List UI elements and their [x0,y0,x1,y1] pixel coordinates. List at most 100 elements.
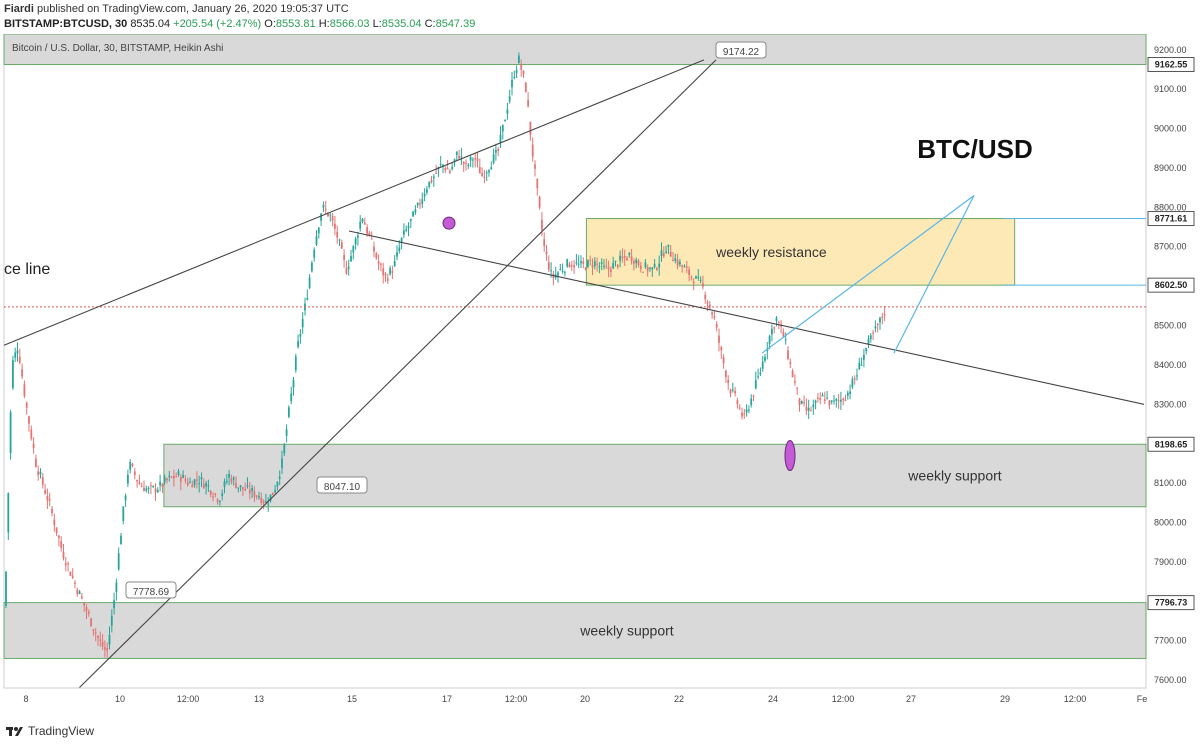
x-tick-13: 12:00 [1064,694,1087,704]
candle-body [460,156,463,158]
candle-body [106,648,109,651]
low-label: L: [372,18,382,30]
candle-body [527,100,529,107]
candle-body [819,397,822,400]
candle-body [382,268,385,276]
candle-body [414,209,417,213]
candle-body [347,266,350,269]
candle-body [129,462,132,470]
candle-body [584,268,587,270]
candle-body [237,487,240,489]
candle-body [472,159,474,161]
marker-ellipse [784,440,796,472]
open-value: 8553.81 [275,18,316,30]
callout-box-1[interactable] [316,476,368,494]
candle-body [515,70,518,74]
candle-body [140,486,143,488]
callout-label-0: 9174.22 [723,47,760,58]
price-tag-0 [1147,57,1195,73]
candle-body [189,481,191,483]
candle-body [626,258,628,261]
candle-body [101,641,104,647]
candle-body [173,476,175,479]
candle-body [136,480,138,482]
trendline-0[interactable] [3,59,705,346]
candle-body [646,267,649,272]
candle-body [67,563,69,565]
projection-line-1[interactable] [893,195,975,354]
chart-title: Bitcoin / U.S. Dollar, 30, BITSTAMP, Hei… [12,43,223,54]
callout-box-2[interactable] [125,581,177,599]
trendline-2[interactable] [348,230,1145,405]
projection-line-0[interactable] [761,195,975,354]
candle-body [488,170,490,173]
candle-body [713,316,716,318]
candle-body [577,263,580,265]
candle-body [651,267,654,270]
candle-body [844,400,847,402]
candle-body [534,164,536,169]
callout-box-0[interactable] [715,41,767,59]
candle-body [752,395,755,397]
candle-body [446,168,449,170]
candle-body [338,239,341,241]
candle-body [150,485,152,487]
candle-body [794,381,796,383]
candle-body [294,356,297,371]
candle-body [513,77,516,79]
candle-body [30,429,33,439]
trendline-1[interactable] [78,59,717,689]
candle-body [688,269,690,275]
high-label: H: [318,18,330,30]
zone-label-2: weekly support [907,468,1001,484]
candle-body [490,167,493,170]
candle-body [621,256,624,258]
candle-body [354,238,357,245]
candle-body [163,477,166,482]
candle-body [327,212,329,217]
price-tag-label-4: 7796.73 [1155,598,1188,608]
candle-body [269,494,272,501]
price-chart[interactable]: weekly resistance weekly support weekly su… [0,34,1200,724]
candle-body [281,458,283,469]
candle-body [842,398,845,401]
candle-body [423,193,426,197]
price-tag-3 [1147,436,1195,452]
candle-body [658,263,661,268]
x-tick-14: Fe [1137,694,1148,704]
candle-body [679,261,681,265]
candle-body [568,264,571,268]
candle-body [518,55,520,63]
candle-body [876,324,879,326]
footer: TradingView [6,724,94,738]
support-zone-0 [3,34,1147,66]
candle-body [575,262,578,264]
y-tick-5: 8700.00 [1154,242,1187,252]
last-price: 8535.04 [130,18,171,30]
candle-body [377,261,380,264]
candle-body [455,151,458,155]
candle-body [9,412,12,454]
candle-body [64,563,67,566]
candle-body [396,252,398,257]
candle-body [872,332,874,334]
candle-body [216,499,219,502]
candle-body [202,483,205,489]
candle-body [649,267,651,269]
candle-body [393,261,396,266]
candle-body [771,328,773,335]
candle-body [76,589,79,595]
candle-body [62,551,65,559]
candle-body [589,259,592,261]
candle-body [458,155,460,159]
candle-body [662,253,665,257]
candle-body [110,615,113,626]
candle-body [352,246,355,253]
candle-body [221,493,224,496]
x-tick-2: 12:00 [177,694,200,704]
candle-body [483,176,486,178]
candle-body [28,416,30,424]
candle-body [288,407,290,417]
candle-body [830,400,833,402]
candle-body [683,266,686,268]
